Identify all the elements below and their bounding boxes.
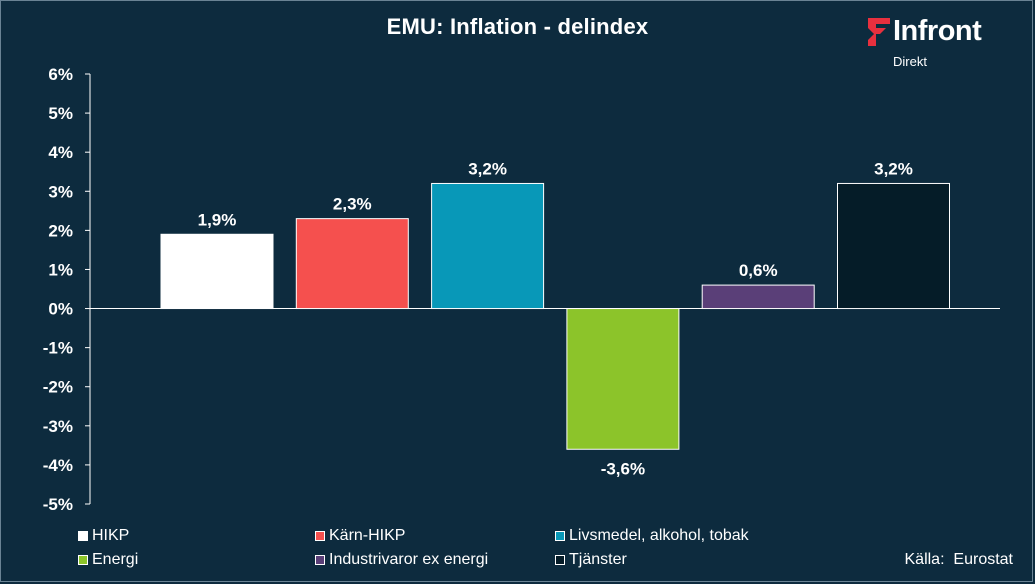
logo-name: Infront <box>893 15 982 47</box>
legend-swatch <box>555 531 565 541</box>
infront-logo-mark-icon <box>868 18 890 46</box>
y-tick-label: 5% <box>48 104 73 123</box>
legend-item: Industrivaror ex energi <box>315 551 488 569</box>
legend-label: Energi <box>92 551 139 568</box>
legend-swatch <box>78 555 88 565</box>
legend-item: Energi <box>78 551 138 569</box>
chart-title: EMU: Inflation - delindex <box>386 14 649 39</box>
y-tick-label: -4% <box>43 456 73 475</box>
y-tick-label: 4% <box>48 143 73 162</box>
y-tick-label: -2% <box>43 378 73 397</box>
legend-item: Tjänster <box>555 551 627 569</box>
logo-subtitle: Direkt <box>893 54 927 69</box>
legend-swatch <box>78 531 88 541</box>
legend-label: Kärn-HIKP <box>329 527 406 544</box>
data-label-2: 3,2% <box>468 159 507 178</box>
chart-legend: HIKP Kärn-HIKP Livsmedel, alkohol, tobak En… <box>78 527 798 577</box>
legend-swatch <box>315 555 325 565</box>
bar-3 <box>566 308 680 450</box>
bar-1 <box>295 218 409 310</box>
infront-logo: Infront Direkt <box>866 14 1026 70</box>
y-tick-label: 1% <box>48 260 73 279</box>
bar-2 <box>431 182 545 310</box>
data-label-5: 3,2% <box>874 159 913 178</box>
y-tick-label: 0% <box>48 300 73 319</box>
y-tick-label: -5% <box>43 495 73 514</box>
y-tick-label: 6% <box>48 65 73 84</box>
data-label-1: 2,3% <box>333 195 372 214</box>
legend-item: HIKP <box>78 527 129 545</box>
legend-label: HIKP <box>92 527 130 544</box>
legend-swatch <box>315 531 325 541</box>
legend-label: Industrivaror ex energi <box>329 551 489 568</box>
source-note: Källa: Eurostat <box>904 551 1014 568</box>
y-tick-label: -1% <box>43 339 73 358</box>
bar-0 <box>160 233 274 310</box>
data-label-0: 1,9% <box>198 210 237 229</box>
bar-5 <box>837 182 950 310</box>
legend-label: Livsmedel, alkohol, tobak <box>569 527 749 544</box>
legend-label: Tjänster <box>569 551 627 568</box>
data-label-4: 0,6% <box>739 261 778 280</box>
data-label-3: -3,6% <box>601 459 645 478</box>
bar-4 <box>701 284 815 310</box>
y-tick-label: -3% <box>43 417 73 436</box>
legend-swatch <box>555 555 565 565</box>
y-tick-label: 2% <box>48 221 73 240</box>
y-tick-label: 3% <box>48 182 73 201</box>
legend-item: Kärn-HIKP <box>315 527 405 545</box>
legend-item: Livsmedel, alkohol, tobak <box>555 527 749 545</box>
